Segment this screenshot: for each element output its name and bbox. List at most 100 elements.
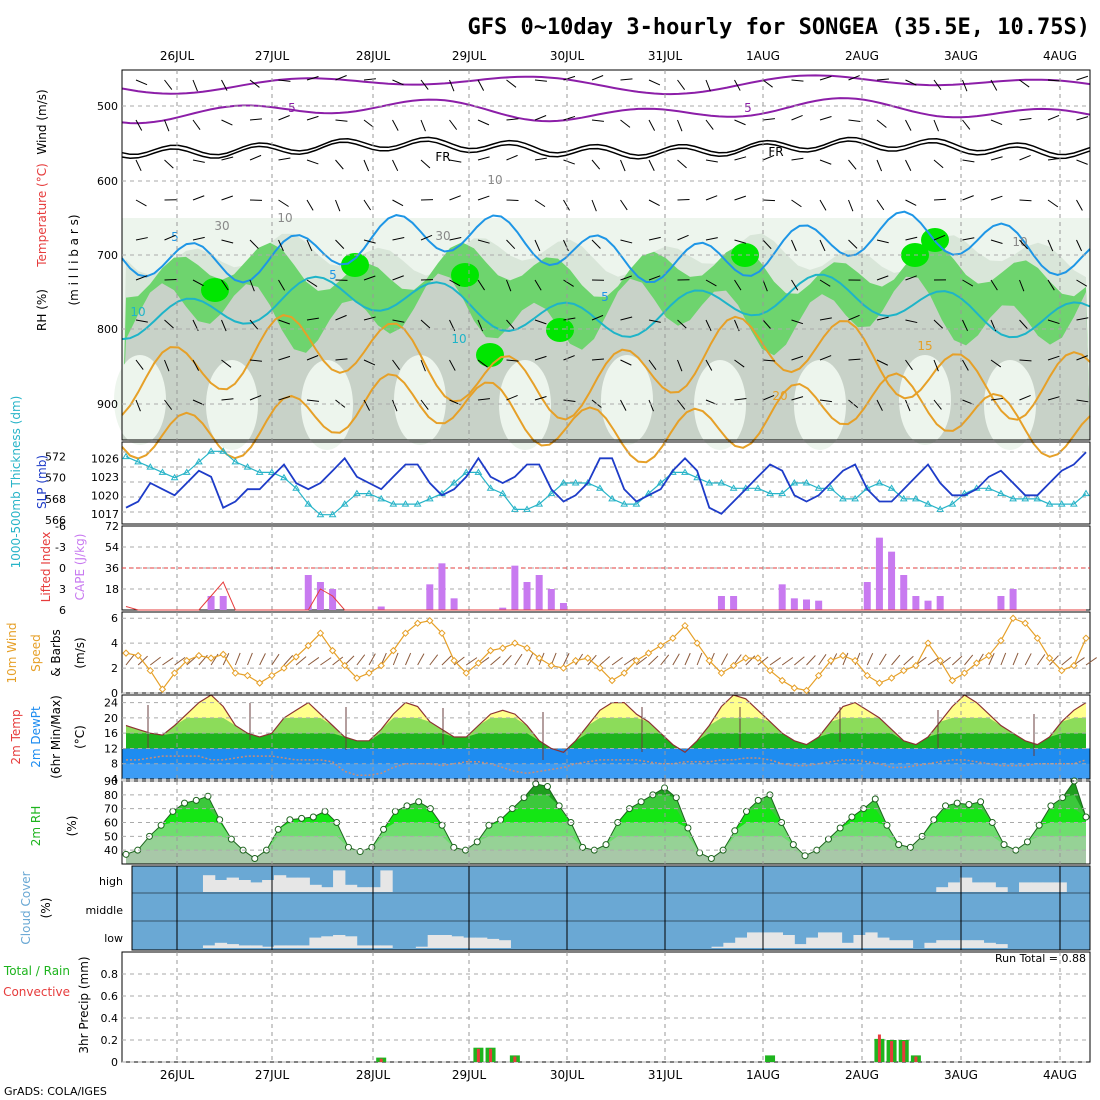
thickness-marker bbox=[498, 489, 507, 497]
wind10-marker bbox=[122, 649, 130, 657]
wind-barb bbox=[563, 317, 576, 321]
contour-label: 10 bbox=[1012, 235, 1027, 249]
wind-barb bbox=[563, 239, 569, 252]
wind-barb bbox=[762, 394, 775, 401]
wind-barb bbox=[705, 359, 713, 371]
thickness-marker bbox=[195, 457, 203, 465]
wind-barb bbox=[620, 359, 632, 366]
wind-barb bbox=[449, 159, 462, 163]
wind10-barb bbox=[878, 653, 887, 666]
wind10-marker bbox=[887, 674, 896, 682]
cape-tick: 18 bbox=[105, 583, 119, 596]
rh2m-marker bbox=[637, 798, 645, 806]
rh-layer-dark bbox=[122, 273, 1090, 440]
wind-barb bbox=[620, 316, 633, 321]
rh2m-marker bbox=[274, 825, 282, 833]
wind-barb bbox=[192, 79, 198, 92]
wind-barb bbox=[534, 279, 542, 291]
cloud-low-bar bbox=[427, 935, 441, 948]
cloud-low-bar bbox=[202, 945, 216, 948]
wind-barb bbox=[249, 79, 260, 88]
thickness-marker bbox=[596, 484, 604, 491]
cloud-high-bar bbox=[321, 887, 334, 892]
wind10-marker bbox=[559, 664, 568, 672]
wind-barb bbox=[449, 79, 455, 92]
wind-barb bbox=[591, 119, 604, 122]
wind-barb bbox=[306, 317, 319, 321]
thickness-marker bbox=[851, 494, 859, 502]
wind10-marker bbox=[717, 669, 726, 677]
rh2m-marker bbox=[1035, 821, 1043, 829]
cloud-high-bar bbox=[971, 882, 985, 892]
wind-barb bbox=[164, 159, 174, 169]
cape-bar bbox=[450, 598, 458, 610]
rh-saturated-cell bbox=[546, 318, 574, 342]
wind-barb bbox=[791, 157, 804, 161]
wind10-tick: 4 bbox=[111, 637, 118, 650]
slp-tick: 1023 bbox=[91, 471, 119, 484]
wind10-barb bbox=[405, 652, 412, 666]
wind10-barb bbox=[611, 656, 623, 666]
wind-barb bbox=[677, 119, 683, 132]
wind-barb bbox=[563, 159, 575, 165]
wind-barb bbox=[990, 156, 1003, 161]
pressure-tick: 500 bbox=[97, 100, 118, 113]
cape-bar bbox=[888, 551, 896, 610]
wind-barb bbox=[449, 195, 461, 201]
contour-label: 10 bbox=[451, 332, 466, 346]
cloud-high-bar bbox=[285, 877, 299, 892]
cloud-high-bar bbox=[936, 887, 949, 892]
wind10-barb bbox=[429, 654, 439, 666]
rh2m-marker bbox=[953, 799, 961, 807]
wind10-marker bbox=[523, 644, 531, 652]
wind-barb bbox=[1076, 239, 1082, 252]
wind10-marker bbox=[790, 684, 799, 692]
wind10-barb bbox=[1061, 656, 1073, 666]
wind10-barb bbox=[587, 654, 597, 666]
isotherm-10 bbox=[121, 273, 1091, 341]
wind10-marker bbox=[656, 641, 665, 650]
thickness-marker bbox=[705, 479, 714, 486]
wind-barb bbox=[905, 399, 911, 412]
ylabel-precip-3: 3hr Precip (mm) bbox=[77, 956, 91, 1053]
wind-barb bbox=[962, 319, 969, 332]
wind-barb bbox=[620, 119, 631, 128]
wind-barb bbox=[135, 79, 148, 86]
wind10-barb bbox=[247, 652, 253, 666]
rh2m-marker bbox=[555, 802, 563, 810]
wind-barb bbox=[306, 239, 313, 252]
cloud-high-bar bbox=[1042, 882, 1056, 892]
wind10-barb bbox=[332, 656, 344, 666]
wind10-barb bbox=[1085, 657, 1097, 666]
temp-line bbox=[125, 694, 1087, 754]
cloud-low-bar bbox=[711, 946, 724, 948]
wind-barb bbox=[249, 154, 262, 161]
wind10-marker bbox=[535, 654, 543, 662]
thickness-marker bbox=[510, 505, 519, 512]
wind-barb bbox=[363, 359, 376, 366]
wind10-barb bbox=[623, 657, 636, 666]
wind10-marker bbox=[474, 659, 483, 667]
temp2m-tick: 12 bbox=[104, 742, 118, 755]
wind-barb bbox=[1047, 396, 1060, 401]
wind10-barb bbox=[465, 657, 478, 666]
ylabel-rh2m-2: (%) bbox=[65, 816, 79, 837]
cloud-low-bar bbox=[900, 940, 914, 948]
precip-convective-bar bbox=[890, 1041, 894, 1062]
wind-barb bbox=[962, 279, 974, 287]
thickness-marker bbox=[328, 510, 337, 518]
wind10-barb bbox=[866, 652, 874, 666]
wind-barb bbox=[734, 195, 747, 201]
wind-barb bbox=[1076, 159, 1088, 165]
cape-lifted-index-panel: 6 3 0 -3 -6 18 36 54 72 bbox=[55, 520, 1091, 617]
wind10-barb bbox=[951, 655, 963, 666]
wind-barb bbox=[1019, 319, 1028, 330]
wind-barb bbox=[677, 159, 687, 169]
cloud-high-bar bbox=[356, 887, 370, 892]
wind-barb bbox=[506, 319, 515, 330]
wind10-barb bbox=[1036, 654, 1046, 666]
wind10-barb bbox=[392, 652, 399, 666]
wind10-barb bbox=[903, 655, 914, 666]
wind-barb bbox=[221, 195, 233, 201]
wind10-marker bbox=[693, 639, 701, 647]
